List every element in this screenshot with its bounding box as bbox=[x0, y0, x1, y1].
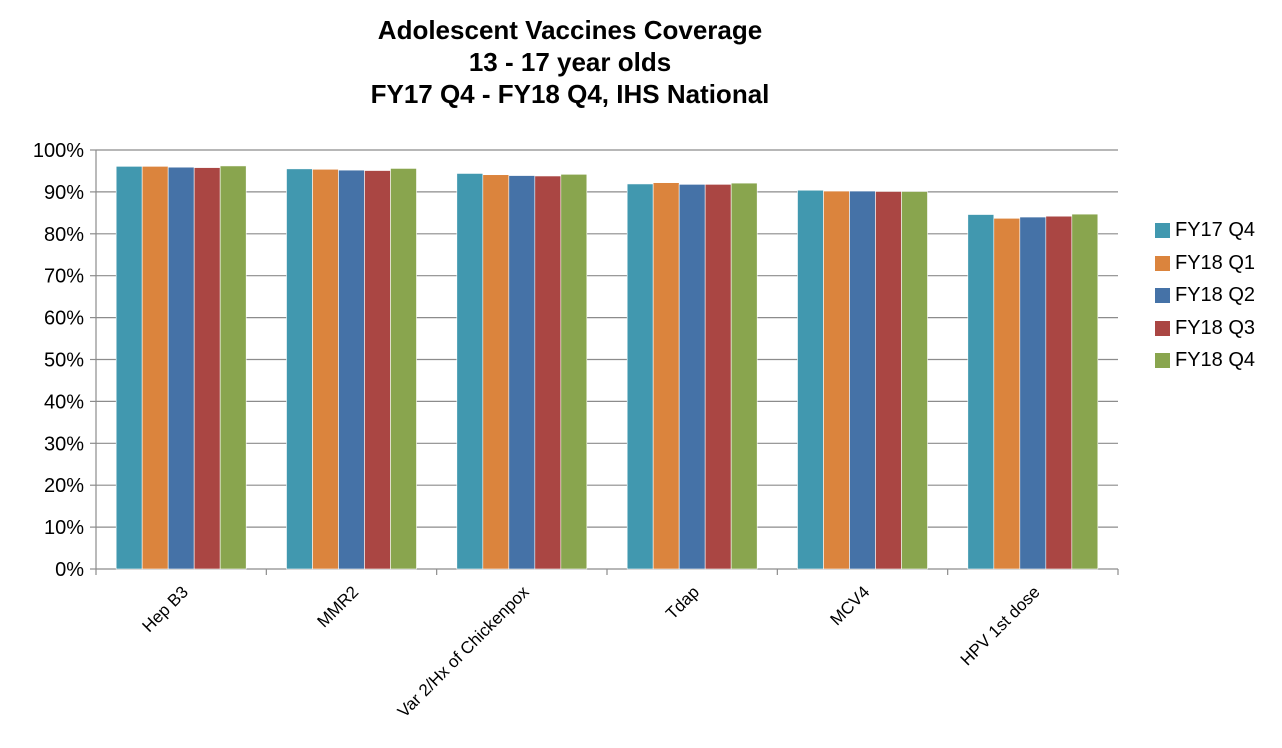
x-tick-label: MMR2 bbox=[313, 582, 362, 631]
bar bbox=[560, 174, 588, 570]
bar bbox=[823, 190, 850, 570]
bar bbox=[390, 168, 417, 570]
bar bbox=[508, 175, 536, 570]
bar bbox=[652, 182, 680, 570]
y-tick-label: 80% bbox=[44, 224, 84, 246]
y-tick-label: 10% bbox=[44, 517, 84, 539]
legend-label: FY17 Q4 bbox=[1175, 219, 1256, 241]
bar bbox=[626, 183, 654, 570]
legend-item: FY18 Q2 bbox=[1155, 282, 1255, 309]
bar bbox=[141, 166, 169, 570]
bar bbox=[534, 175, 562, 570]
legend-label: FY18 Q3 bbox=[1175, 316, 1256, 339]
y-tick-label: 40% bbox=[44, 391, 84, 413]
legend-item: FY18 Q3 bbox=[1155, 315, 1255, 342]
x-tick-label: HPV 1st dose bbox=[957, 582, 1044, 669]
legend-swatch bbox=[1155, 223, 1170, 238]
bar bbox=[901, 191, 928, 570]
chart-title: Adolescent Vaccines Coverage 13 - 17 yea… bbox=[270, 14, 870, 110]
y-tick-label: 60% bbox=[44, 308, 84, 330]
bar bbox=[678, 184, 706, 570]
chart-title-line-1: Adolescent Vaccines Coverage bbox=[377, 15, 763, 45]
x-tick-label: Var 2/Hx of Chickenpox bbox=[394, 582, 533, 721]
y-tick-label: 30% bbox=[44, 433, 84, 455]
legend-swatch bbox=[1155, 255, 1170, 271]
bar bbox=[1019, 216, 1047, 570]
bar bbox=[115, 166, 143, 570]
chart-title-line-2: 13 - 17 year olds bbox=[468, 47, 672, 77]
y-tick-label: 50% bbox=[44, 350, 84, 372]
y-tick-label: 90% bbox=[44, 182, 84, 204]
x-tick-label: MCV4 bbox=[826, 582, 873, 629]
legend-swatch bbox=[1155, 353, 1170, 368]
bar bbox=[875, 191, 902, 570]
bar bbox=[193, 167, 221, 570]
bar bbox=[704, 184, 732, 570]
bar bbox=[1071, 213, 1099, 570]
legend-swatch bbox=[1155, 320, 1170, 336]
legend-label: FY18 Q4 bbox=[1175, 349, 1256, 371]
bar bbox=[967, 214, 995, 570]
bar bbox=[797, 189, 824, 570]
y-tick-label: 100% bbox=[33, 140, 84, 162]
bar bbox=[286, 168, 313, 570]
y-tick-label: 20% bbox=[44, 475, 84, 497]
chart-legend: FY17 Q4 FY18 Q1 FY18 Q2 FY18 Q3 FY18 Q4 bbox=[1155, 217, 1255, 380]
x-tick-label: Tdap bbox=[662, 582, 703, 623]
legend-item: FY17 Q4 bbox=[1155, 217, 1255, 244]
legend-item: FY18 Q1 bbox=[1155, 250, 1255, 277]
bar bbox=[338, 169, 365, 570]
bar bbox=[312, 168, 339, 570]
bar bbox=[167, 166, 195, 570]
bar bbox=[730, 182, 758, 570]
bar bbox=[364, 170, 391, 570]
bar bbox=[219, 165, 247, 570]
bar bbox=[993, 217, 1021, 570]
legend-label: FY18 Q1 bbox=[1175, 251, 1256, 274]
y-tick-label: 70% bbox=[44, 266, 84, 288]
bar bbox=[849, 190, 876, 570]
chart-title-line-3: FY17 Q4 - FY18 Q4, IHS National bbox=[370, 79, 770, 109]
x-tick-label: Hep B3 bbox=[138, 582, 192, 636]
bar bbox=[1045, 215, 1073, 570]
y-tick-label: 0% bbox=[55, 559, 84, 581]
legend-label: FY18 Q2 bbox=[1175, 284, 1256, 306]
legend-swatch bbox=[1155, 288, 1170, 303]
bar bbox=[456, 173, 484, 570]
legend-item: FY18 Q4 bbox=[1155, 347, 1255, 374]
bar bbox=[482, 174, 510, 570]
